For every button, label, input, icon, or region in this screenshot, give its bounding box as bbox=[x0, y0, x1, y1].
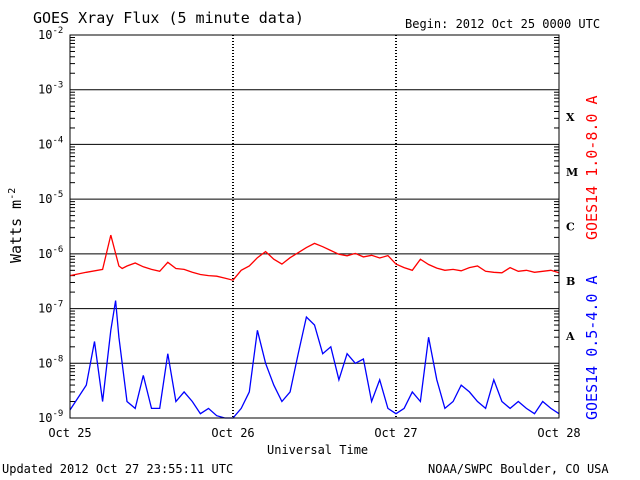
y-tick-label: 10-3 bbox=[38, 81, 63, 97]
x-tick-label: Oct 27 bbox=[374, 426, 417, 440]
legend-short-channel: GOES14 0.5-4.0 A bbox=[583, 276, 601, 421]
x-tick-label: Oct 28 bbox=[537, 426, 580, 440]
x-tick-labels: Oct 25 Oct 26 Oct 27 Oct 28 bbox=[48, 426, 580, 440]
chart-title: GOES Xray Flux (5 minute data) bbox=[33, 9, 304, 27]
x-tick-label: Oct 26 bbox=[211, 426, 254, 440]
series-short-channel-line bbox=[69, 300, 560, 419]
flare-class-label: X bbox=[566, 111, 575, 124]
y-tick-label: 10-9 bbox=[38, 409, 63, 425]
plot-frame bbox=[69, 34, 560, 419]
legend-long-channel: GOES14 1.0-8.0 A bbox=[583, 96, 601, 241]
updated-timestamp: Updated 2012 Oct 27 23:55:11 UTC bbox=[2, 462, 233, 476]
y-tick-label: 10-8 bbox=[38, 354, 63, 370]
flare-class-label: C bbox=[566, 221, 575, 234]
flare-class-label: M bbox=[566, 166, 578, 179]
credit-label: NOAA/SWPC Boulder, CO USA bbox=[428, 462, 609, 476]
flare-class-label: B bbox=[566, 275, 575, 288]
y-tick-label: 10-5 bbox=[38, 190, 63, 206]
plot-series bbox=[69, 234, 560, 419]
series-long-channel-line bbox=[69, 234, 560, 281]
y-axis-label: Watts m-2 bbox=[7, 188, 25, 263]
y-tick-label: 10-7 bbox=[38, 300, 63, 316]
flare-class-labels: A B C M X bbox=[565, 111, 578, 343]
y-tick-label: 10-4 bbox=[38, 135, 63, 151]
plot-grid bbox=[70, 35, 559, 418]
y-tick-label: 10-2 bbox=[38, 26, 63, 42]
flare-class-label: A bbox=[565, 330, 575, 343]
x-axis-label: Universal Time bbox=[267, 443, 368, 457]
y-tick-labels: 10-9 10-8 10-7 10-6 10-5 10-4 10-3 10-2 bbox=[38, 26, 63, 425]
y-tick-label: 10-6 bbox=[38, 245, 63, 261]
x-tick-label: Oct 25 bbox=[48, 426, 91, 440]
begin-label: Begin: 2012 Oct 25 0000 UTC bbox=[405, 17, 600, 31]
